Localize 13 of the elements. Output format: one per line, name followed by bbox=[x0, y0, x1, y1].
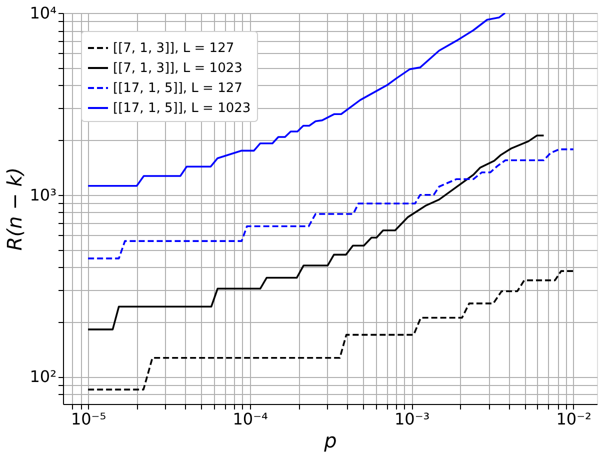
legend-label: [[17, 1, 5]], L = 127 bbox=[113, 81, 242, 96]
y-tick-label: 10⁴ bbox=[30, 4, 56, 22]
x-tick-label: 10⁻⁴ bbox=[232, 410, 268, 428]
x-tick-label: 10⁻³ bbox=[394, 410, 430, 428]
y-tick-label: 10² bbox=[30, 367, 56, 386]
y-tick-label: 10³ bbox=[30, 185, 56, 204]
legend-label: [[7, 1, 3]], L = 1023 bbox=[113, 61, 242, 76]
x-tick-label: 10⁻² bbox=[556, 410, 592, 428]
x-tick-label: 10⁻⁵ bbox=[70, 410, 106, 428]
x-axis-title: p bbox=[323, 428, 337, 452]
y-axis-title: R(n − k) bbox=[2, 167, 27, 251]
legend-label: [[17, 1, 5]], L = 1023 bbox=[113, 101, 251, 116]
legend-label: [[7, 1, 3]], L = 127 bbox=[113, 41, 234, 56]
